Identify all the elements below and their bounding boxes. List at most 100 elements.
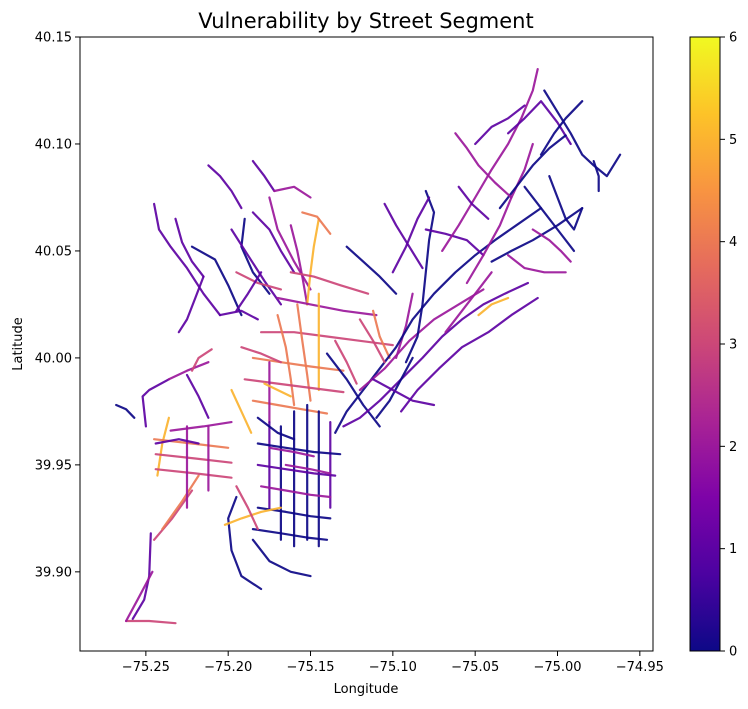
plot-frame — [79, 36, 654, 652]
street-segment — [523, 185, 576, 252]
street-segment — [263, 382, 292, 398]
street-segment — [161, 474, 200, 531]
street-segment — [230, 388, 253, 434]
street-segment — [334, 339, 358, 385]
street-segment — [131, 532, 152, 621]
street-segment — [251, 399, 329, 415]
street-segment — [400, 296, 539, 413]
street-segment — [251, 211, 296, 274]
street-segment — [592, 160, 600, 193]
y-axis-ticks: 39.90 39.95 40.00 40.05 40.10 40.15 — [35, 31, 80, 580]
street-segment — [358, 288, 485, 392]
street-segment — [243, 378, 345, 394]
street-segment — [334, 207, 543, 434]
y-axis-label: Latitude — [11, 317, 26, 371]
street-segment — [256, 442, 342, 456]
street-segment — [190, 348, 213, 372]
street-segment — [289, 271, 370, 295]
x-tick-label: −74.95 — [616, 660, 664, 675]
colorbar-ticks: 0 1 2 3 4 5 6 — [720, 31, 737, 660]
x-tick-label: −75.00 — [533, 660, 581, 675]
street-segment — [383, 202, 424, 270]
street-segment — [154, 453, 233, 464]
street-segment — [227, 495, 263, 591]
street-segment — [465, 142, 534, 285]
street-segment — [474, 104, 526, 146]
y-tick-label: 40.05 — [35, 244, 72, 259]
street-segment — [490, 207, 584, 263]
street-segment — [167, 361, 210, 381]
street-segment — [141, 378, 170, 428]
street-segment — [454, 132, 513, 199]
colorbar-tick-label: 3 — [729, 338, 737, 353]
street-segment — [375, 356, 414, 419]
y-tick-label: 39.90 — [35, 565, 72, 580]
street-segment — [124, 570, 154, 623]
street-segment — [531, 228, 572, 263]
street-segment — [230, 228, 282, 306]
street-segment — [289, 224, 309, 306]
street-segment — [477, 296, 510, 317]
street-segment — [154, 468, 233, 479]
x-axis-label: Longitude — [334, 682, 399, 697]
colorbar-tick-label: 2 — [729, 440, 737, 455]
street-segment — [235, 271, 263, 312]
colorbar — [689, 36, 721, 652]
y-tick-label: 39.95 — [35, 458, 72, 473]
colorbar-tick-label: 6 — [729, 31, 737, 46]
street-segment — [395, 292, 414, 359]
street-segment — [507, 254, 567, 274]
street-segment — [235, 271, 282, 291]
street-segment — [325, 352, 381, 428]
street-segment — [342, 281, 530, 428]
x-tick-label: −75.05 — [451, 660, 499, 675]
street-segment — [372, 378, 436, 407]
street-segment — [169, 421, 233, 432]
street-segment — [424, 228, 485, 257]
street-segment — [391, 196, 431, 274]
x-axis-ticks: −75.25 −75.20 −75.15 −75.10 −75.05 −75.00 −74.… — [122, 651, 664, 675]
street-segment — [444, 271, 493, 334]
chart-title: Vulnerability by Street Segment — [198, 9, 533, 33]
x-tick-label: −75.15 — [286, 660, 334, 675]
street-segment — [251, 160, 276, 193]
street-segment — [153, 489, 194, 541]
street-segment — [190, 245, 243, 317]
y-tick-label: 40.10 — [35, 137, 72, 152]
street-segment — [345, 245, 398, 295]
colorbar-tick-label: 4 — [729, 235, 737, 250]
street-segment — [124, 619, 177, 625]
y-tick-label: 40.00 — [35, 351, 72, 366]
street-segment — [498, 134, 567, 210]
colorbar-tick-label: 1 — [729, 542, 737, 557]
street-segment — [251, 356, 345, 372]
street-segment — [539, 100, 584, 156]
street-segment — [358, 318, 386, 364]
street-segment — [218, 309, 259, 321]
street-segment — [207, 164, 243, 210]
street-segment — [404, 189, 436, 364]
street-segment — [441, 67, 539, 252]
street-segment — [115, 403, 136, 419]
street-segments — [115, 67, 622, 625]
street-segment — [372, 309, 391, 359]
street-segment — [153, 438, 230, 449]
street-segment — [543, 89, 622, 178]
street-segment — [177, 275, 205, 334]
y-tick-label: 40.15 — [35, 31, 72, 46]
street-segment — [174, 217, 205, 278]
street-segment — [156, 416, 170, 477]
x-tick-label: −75.25 — [122, 660, 170, 675]
street-segment — [185, 373, 210, 419]
street-segment — [457, 185, 490, 220]
street-segment — [251, 527, 329, 541]
x-tick-label: −75.20 — [204, 660, 252, 675]
street-segment — [240, 346, 282, 364]
street-segment — [251, 538, 312, 578]
colorbar-tick-label: 0 — [729, 645, 737, 660]
street-segment — [268, 446, 315, 458]
street-segment — [235, 485, 259, 531]
street-segment — [273, 185, 312, 199]
